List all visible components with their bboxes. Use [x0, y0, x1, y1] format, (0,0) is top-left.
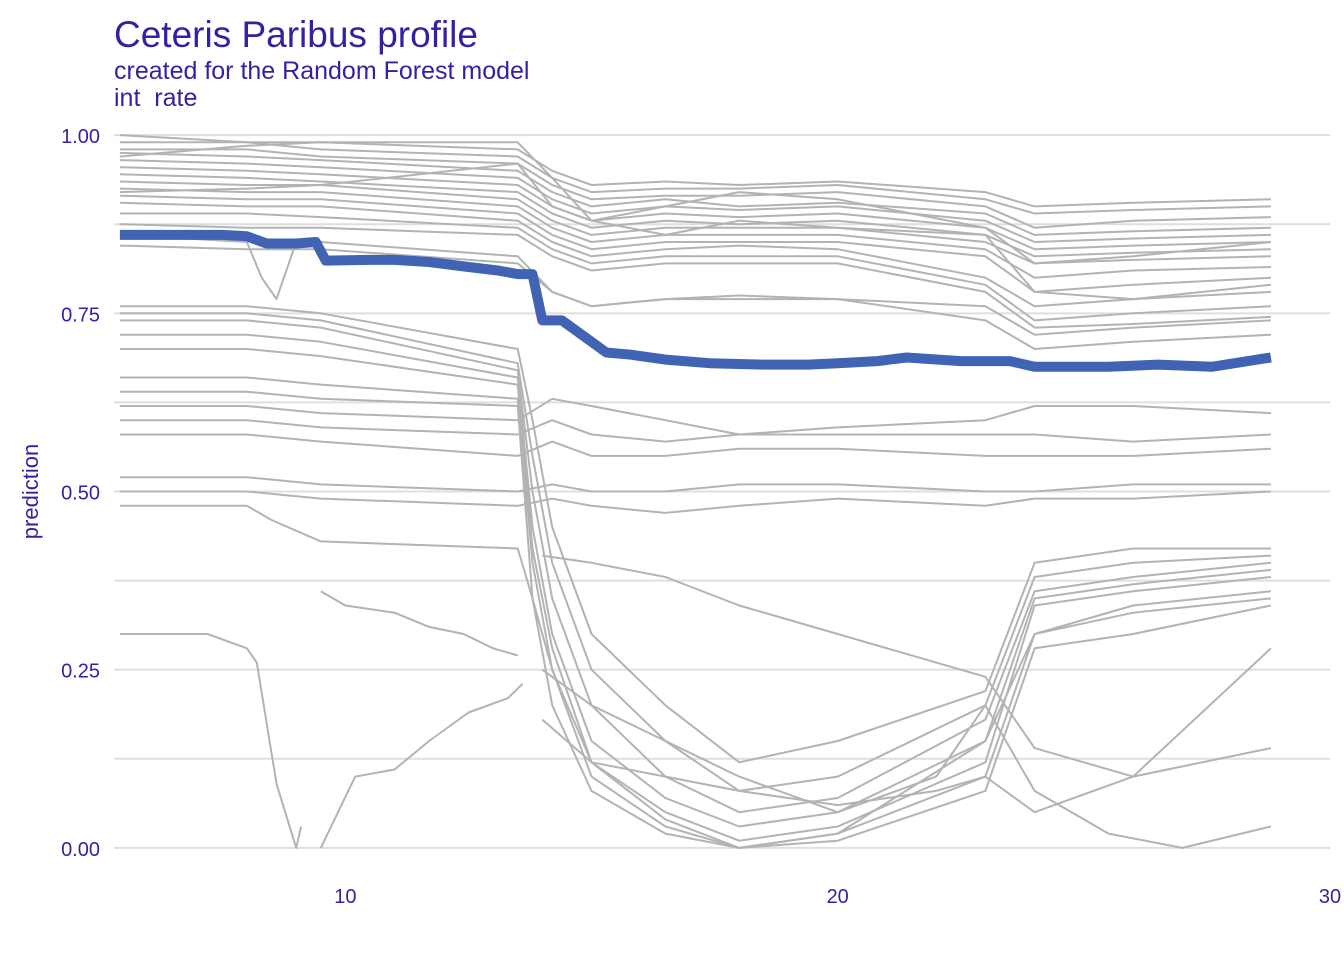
variable-name: int rate [114, 84, 198, 112]
axis-labels: 0.00 0.25 0.50 0.75 1.00 10 20 30 prediction [18, 126, 1341, 908]
ice-line-30 [319, 683, 524, 849]
ice-line-27 [119, 490, 1271, 514]
grid-lines [114, 134, 1330, 849]
ice-line-33 [541, 668, 1272, 849]
ice-line-16 [119, 305, 1271, 764]
x-tick-label: 30 [1319, 886, 1341, 908]
ice-line-21 [119, 376, 1272, 849]
profile-line-layer [119, 229, 1272, 372]
ice-line-36 [119, 162, 1272, 301]
ice-line-35 [119, 141, 1272, 265]
ice-line-26 [119, 476, 1271, 493]
ice-line-20 [119, 348, 1272, 842]
x-tick-label: 20 [827, 886, 849, 908]
ice-line-7 [119, 173, 1271, 258]
ice-line-34 [541, 647, 1272, 814]
ice-line-32 [542, 554, 1272, 778]
ice-line-31 [320, 590, 518, 657]
ice-line-3 [119, 148, 1271, 229]
ice-line-18 [119, 319, 1272, 814]
y-tick-label: 0.50 [61, 483, 100, 505]
ice-line-22 [119, 390, 1272, 849]
aggregated-profile-line [119, 229, 1272, 372]
ice-line-11 [119, 201, 1271, 308]
x-tick-label: 10 [334, 886, 356, 908]
y-tick-label: 0.00 [61, 839, 100, 861]
y-tick-label: 0.75 [61, 304, 100, 326]
ice-lines [119, 134, 1272, 849]
ice-line-4 [119, 151, 1271, 236]
y-tick-label: 1.00 [61, 126, 100, 148]
ice-line-6 [119, 166, 1271, 251]
ice-line-17 [119, 312, 1271, 792]
y-axis-title: prediction [18, 444, 43, 539]
ice-line-12 [119, 212, 1271, 322]
ice-line-13 [119, 223, 1271, 329]
ice-line-23 [119, 397, 1271, 436]
ice-line-25 [119, 433, 1271, 457]
y-tick-label: 0.25 [61, 661, 100, 683]
ice-line-29 [119, 633, 303, 849]
ice-line-28 [119, 504, 1272, 849]
chart-subtitle: created for the Random Forest model [114, 57, 530, 85]
ice-line-24 [119, 419, 1271, 443]
chart-title: Ceteris Paribus profile [114, 14, 478, 55]
ice-line-2 [119, 141, 1271, 215]
